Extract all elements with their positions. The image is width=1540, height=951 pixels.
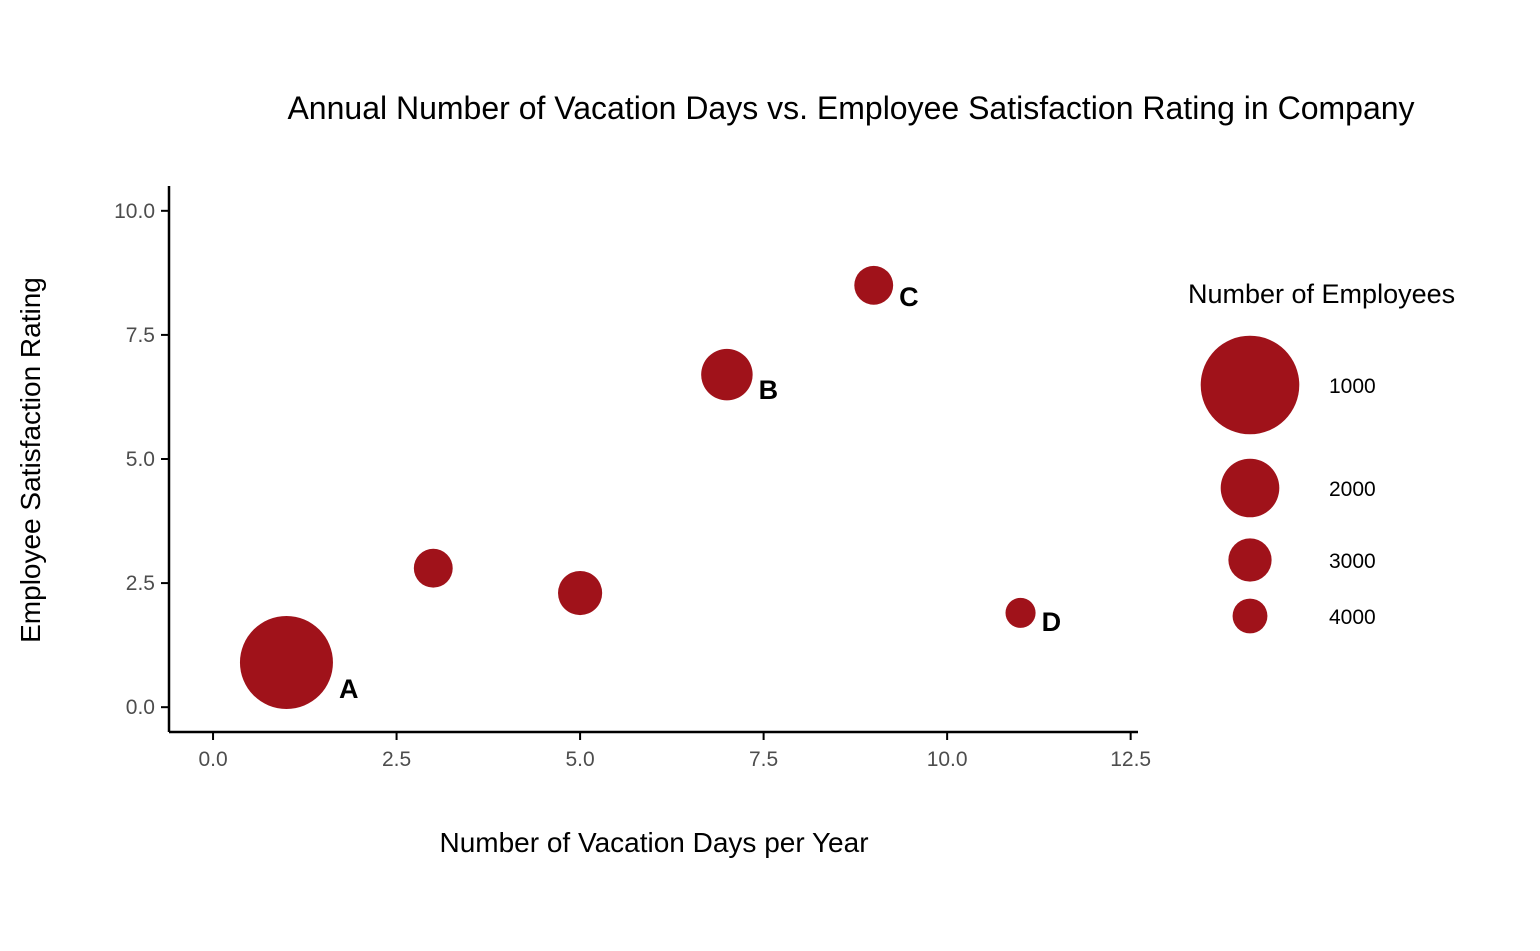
legend-key: [1228, 538, 1272, 582]
legend: Number of Employees 1000 2000 3000 4000: [1188, 279, 1455, 634]
data-point: [239, 616, 333, 710]
legend-key: [1232, 598, 1268, 634]
x-tick-label: 12.5: [1110, 748, 1151, 771]
data-point: [413, 548, 453, 588]
legend-label: 4000: [1329, 606, 1376, 629]
x-axis-title: Number of Vacation Days per Year: [439, 827, 868, 858]
point-label: B: [759, 375, 779, 405]
y-axis-ticks: 0.0 2.5 5.0 7.5 10.0: [114, 200, 169, 719]
y-tick-label: 2.5: [126, 572, 155, 595]
x-axis-ticks: 0.0 2.5 5.0 7.5 10.0 12.5: [198, 732, 1151, 771]
legend-key: [1220, 458, 1280, 518]
legend-label: 2000: [1329, 478, 1376, 501]
chart-title: Annual Number of Vacation Days vs. Emplo…: [287, 90, 1414, 126]
legend-label: 1000: [1329, 375, 1376, 398]
x-tick-label: 5.0: [565, 748, 594, 771]
data-point: [1005, 597, 1036, 628]
point-label: C: [899, 282, 919, 312]
data-point: [701, 348, 753, 401]
y-tick-label: 0.0: [126, 696, 155, 719]
y-tick-label: 5.0: [126, 448, 155, 471]
x-tick-label: 0.0: [198, 748, 227, 771]
legend-key: [1200, 335, 1300, 435]
x-tick-label: 2.5: [382, 748, 411, 771]
data-point: [854, 265, 894, 305]
y-tick-label: 10.0: [114, 200, 155, 223]
y-axis-title: Employee Satisfaction Rating: [15, 277, 46, 643]
point-label: D: [1042, 607, 1062, 637]
data-points: [239, 265, 1036, 710]
point-labels: A B C D: [339, 282, 1061, 704]
legend-label: 3000: [1329, 550, 1376, 573]
legend-title: Number of Employees: [1188, 279, 1455, 309]
point-label: A: [339, 674, 359, 704]
data-point: [558, 570, 603, 616]
x-tick-label: 7.5: [749, 748, 778, 771]
x-tick-label: 10.0: [927, 748, 968, 771]
y-tick-label: 7.5: [126, 324, 155, 347]
